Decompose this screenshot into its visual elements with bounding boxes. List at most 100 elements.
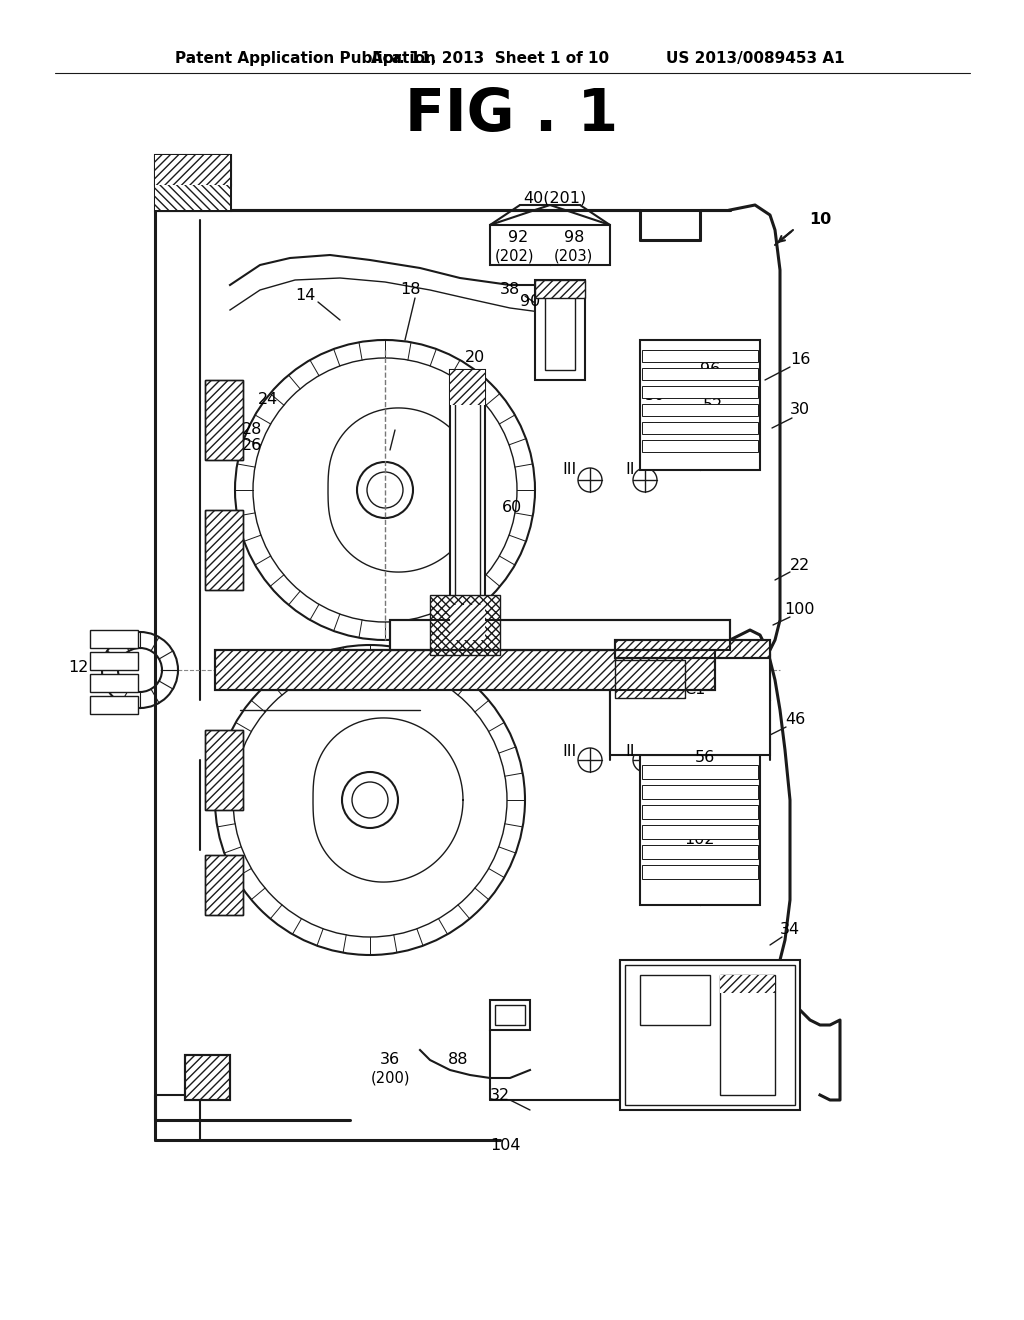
Text: 62: 62 (645, 422, 666, 437)
Bar (642, 404, 758, 416)
Text: 60: 60 (502, 500, 522, 516)
Text: 20: 20 (465, 351, 485, 366)
Text: 94: 94 (645, 351, 666, 366)
Bar (215, 649, 715, 690)
Text: 46: 46 (784, 713, 805, 727)
Text: 102: 102 (685, 833, 715, 847)
Text: 34: 34 (780, 923, 800, 937)
Bar (615, 660, 685, 698)
Bar (490, 1001, 530, 1030)
Bar (720, 975, 775, 1096)
Text: III: III (563, 744, 578, 759)
Bar (205, 380, 243, 459)
Bar (642, 805, 758, 818)
Text: US 2013/0089453 A1: US 2013/0089453 A1 (667, 50, 845, 66)
Text: II: II (626, 744, 635, 759)
Bar (185, 1055, 230, 1100)
Text: 30: 30 (790, 403, 810, 417)
Text: (200): (200) (371, 1071, 410, 1085)
Text: 88: 88 (447, 1052, 468, 1068)
Text: C2: C2 (684, 660, 706, 676)
Bar (642, 368, 758, 380)
Bar (450, 370, 485, 640)
Text: 104: 104 (489, 1138, 520, 1152)
Text: 10: 10 (809, 213, 831, 227)
Text: 40(201): 40(201) (523, 190, 587, 206)
Text: 56: 56 (695, 751, 715, 766)
Text: 92: 92 (508, 231, 528, 246)
Text: 98: 98 (564, 231, 584, 246)
Bar (205, 510, 243, 590)
Text: 32: 32 (489, 1088, 510, 1102)
Text: 22: 22 (790, 557, 810, 573)
Bar (90, 630, 138, 648)
Bar (620, 960, 800, 1110)
Text: 16: 16 (790, 352, 810, 367)
Text: Patent Application Publication: Patent Application Publication (175, 50, 436, 66)
Text: III: III (563, 462, 578, 478)
Bar (430, 595, 500, 655)
Bar (205, 730, 243, 810)
Bar (642, 422, 758, 434)
Text: FIG . 1: FIG . 1 (406, 87, 618, 144)
Bar (625, 965, 795, 1105)
Text: (203): (203) (553, 248, 593, 264)
Bar (642, 440, 758, 451)
Bar (450, 605, 485, 640)
Bar (535, 280, 585, 298)
Text: Apr. 11, 2013  Sheet 1 of 10: Apr. 11, 2013 Sheet 1 of 10 (371, 50, 609, 66)
Text: C1: C1 (684, 682, 706, 697)
Text: 26: 26 (242, 438, 262, 454)
Text: 24: 24 (258, 392, 279, 408)
Bar (642, 766, 758, 779)
Text: 36: 36 (380, 1052, 400, 1068)
Bar (640, 975, 710, 1026)
Bar (185, 1055, 230, 1100)
Text: 12: 12 (68, 660, 88, 676)
Text: 18: 18 (399, 282, 420, 297)
Bar (205, 380, 243, 459)
Bar (535, 280, 585, 298)
Bar (615, 640, 770, 657)
Bar (205, 730, 243, 810)
Bar (155, 154, 230, 185)
Text: 28: 28 (242, 422, 262, 437)
Bar (535, 280, 585, 380)
Text: 52: 52 (702, 397, 723, 412)
Text: 100: 100 (784, 602, 815, 618)
Text: 44: 44 (480, 651, 500, 665)
Bar (205, 855, 243, 915)
Text: 96: 96 (699, 363, 720, 378)
Bar (545, 290, 575, 370)
Bar (642, 350, 758, 362)
Bar (642, 825, 758, 840)
Bar (205, 510, 243, 590)
Bar (215, 649, 715, 690)
Text: 50: 50 (645, 388, 666, 403)
Bar (642, 385, 758, 399)
Bar (642, 865, 758, 879)
Bar (155, 185, 230, 210)
Bar (155, 154, 230, 185)
Text: II: II (626, 462, 635, 478)
Bar (390, 620, 730, 649)
Bar (495, 1005, 525, 1026)
Bar (90, 675, 138, 692)
Bar (205, 855, 243, 915)
Bar (640, 341, 760, 470)
Bar (90, 696, 138, 714)
Bar (490, 224, 610, 265)
Bar (642, 785, 758, 799)
Bar (720, 975, 775, 993)
Text: 38: 38 (500, 282, 520, 297)
Bar (450, 370, 485, 405)
Bar (610, 655, 770, 755)
Bar (640, 755, 760, 906)
Bar (155, 185, 230, 210)
Bar (615, 640, 770, 657)
Bar (642, 845, 758, 859)
Bar (90, 652, 138, 671)
Text: 90: 90 (520, 294, 540, 309)
Text: 14: 14 (295, 288, 315, 302)
Bar (390, 620, 730, 649)
